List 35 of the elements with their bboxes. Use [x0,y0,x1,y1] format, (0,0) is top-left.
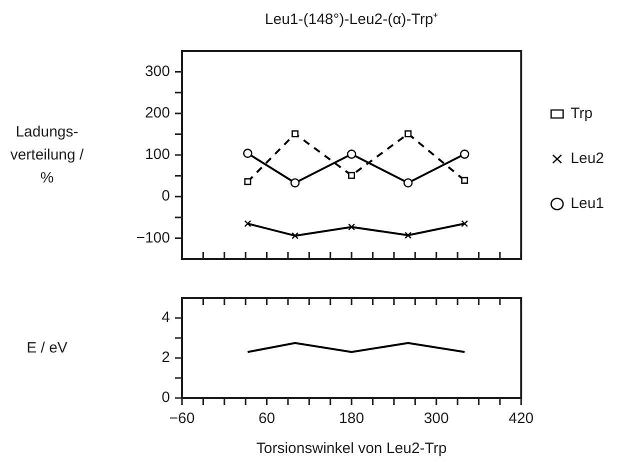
point [404,130,412,138]
y-tick-label: −100 [136,229,170,246]
point [461,220,468,228]
y-tick-label: 2 [162,349,170,366]
y-tick-label: 300 [144,62,170,80]
x-tick-label: 60 [258,410,276,428]
point [346,150,356,159]
x-axis-title: Torsionswinkel von Leu2-Trp [256,440,447,458]
y-tick-label: 0 [162,389,170,406]
x-tick-label: 420 [508,410,534,428]
point [244,178,252,186]
point [404,232,412,239]
legend-label: Trp [570,105,593,122]
x-tick-label: 300 [424,410,449,428]
point [292,130,299,138]
point [243,148,252,158]
point [290,178,300,188]
legend-label: Leu1 [570,195,604,212]
point [461,176,468,184]
point [244,220,252,228]
y-tick-label: 0 [162,188,170,205]
y-tick-label: 4 [162,309,170,326]
y-tick-label: 200 [144,104,170,122]
point [292,232,299,240]
point [460,150,470,159]
x-tick-label: −60 [169,410,195,428]
chart-title: Leu1-(148°)-Leu2-(α)-Trp⁺ [264,10,438,28]
point [348,172,356,179]
point [403,178,413,188]
legend-label: Leu2 [570,150,604,168]
y-tick-label: 100 [144,146,170,164]
y-axis-title: Ladungs-verteilung / % [9,122,85,188]
y-axis-title: E / eV [26,338,68,358]
x-tick-label: 180 [339,410,364,428]
point [348,223,356,230]
